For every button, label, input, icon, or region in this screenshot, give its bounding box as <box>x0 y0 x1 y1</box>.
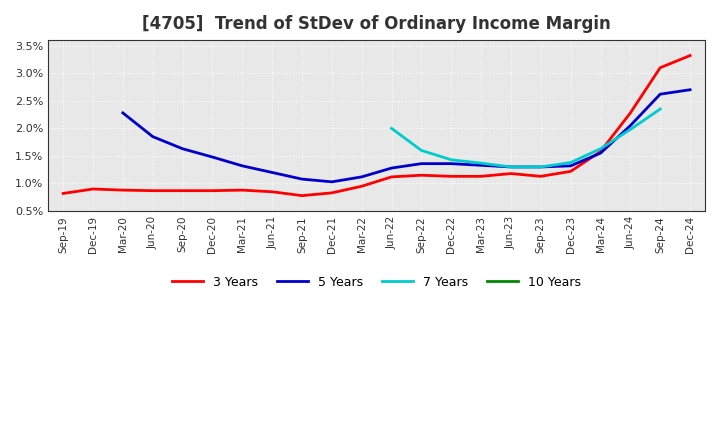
5 Years <box>685 87 694 92</box>
5 Years <box>656 92 665 97</box>
7 Years <box>507 164 516 169</box>
5 Years <box>328 179 336 184</box>
5 Years <box>507 164 516 169</box>
7 Years <box>447 157 456 162</box>
Line: 7 Years: 7 Years <box>392 109 660 167</box>
7 Years <box>536 164 545 169</box>
5 Years <box>387 165 396 171</box>
Line: 3 Years: 3 Years <box>63 55 690 196</box>
5 Years <box>477 163 485 168</box>
3 Years <box>596 149 605 154</box>
5 Years <box>119 110 127 116</box>
7 Years <box>596 146 605 151</box>
5 Years <box>268 170 276 175</box>
5 Years <box>179 146 187 151</box>
5 Years <box>238 163 246 169</box>
3 Years <box>208 188 217 193</box>
3 Years <box>477 174 485 179</box>
5 Years <box>357 174 366 180</box>
7 Years <box>417 148 426 153</box>
3 Years <box>567 169 575 174</box>
3 Years <box>268 189 276 194</box>
7 Years <box>656 106 665 112</box>
3 Years <box>179 188 187 193</box>
5 Years <box>596 150 605 156</box>
Legend: 3 Years, 5 Years, 7 Years, 10 Years: 3 Years, 5 Years, 7 Years, 10 Years <box>167 271 586 294</box>
3 Years <box>148 188 157 193</box>
3 Years <box>119 187 127 193</box>
Title: [4705]  Trend of StDev of Ordinary Income Margin: [4705] Trend of StDev of Ordinary Income… <box>143 15 611 33</box>
3 Years <box>626 110 635 116</box>
7 Years <box>567 160 575 165</box>
3 Years <box>447 174 456 179</box>
3 Years <box>297 193 306 198</box>
7 Years <box>626 127 635 132</box>
7 Years <box>387 126 396 131</box>
5 Years <box>417 161 426 166</box>
5 Years <box>297 176 306 182</box>
3 Years <box>417 172 426 178</box>
3 Years <box>685 53 694 58</box>
5 Years <box>626 123 635 128</box>
5 Years <box>148 134 157 139</box>
3 Years <box>387 174 396 180</box>
3 Years <box>507 171 516 176</box>
5 Years <box>208 154 217 160</box>
5 Years <box>567 163 575 169</box>
5 Years <box>536 164 545 169</box>
3 Years <box>238 187 246 193</box>
Line: 5 Years: 5 Years <box>123 90 690 182</box>
5 Years <box>447 161 456 166</box>
3 Years <box>59 191 68 196</box>
3 Years <box>357 183 366 189</box>
7 Years <box>477 161 485 166</box>
3 Years <box>536 174 545 179</box>
3 Years <box>328 190 336 195</box>
3 Years <box>89 187 97 192</box>
3 Years <box>656 65 665 70</box>
